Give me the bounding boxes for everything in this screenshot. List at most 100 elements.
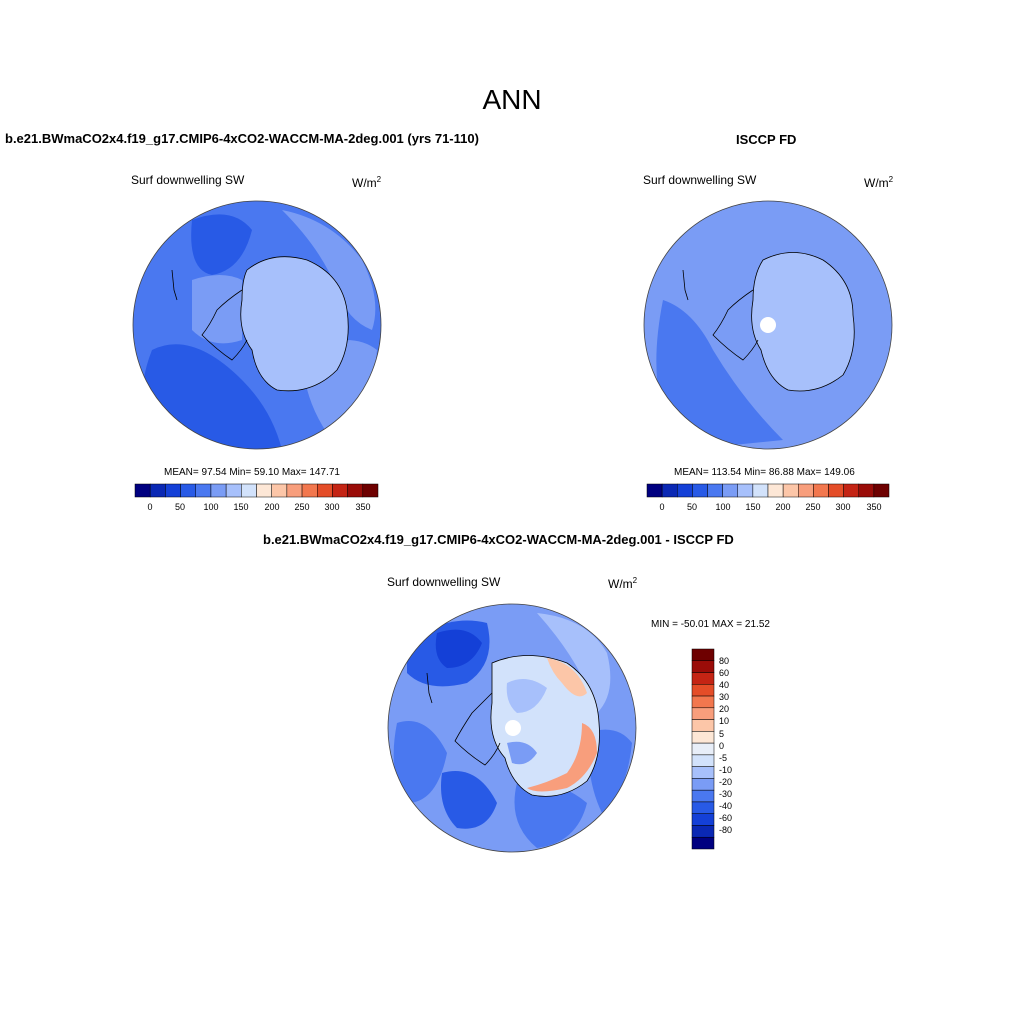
panel-title-obs: ISCCP FD (736, 132, 797, 147)
colorbar-swatch (241, 483, 257, 498)
colorbar-swatch (286, 483, 303, 498)
tick-label: -10 (719, 765, 733, 775)
tick-label: -30 (719, 789, 733, 799)
colorbar-swatch (677, 483, 693, 498)
colorbar-swatch (180, 483, 197, 498)
colorbar-swatch (317, 483, 333, 498)
polar-map-model (132, 200, 382, 450)
colorbar-swatch (843, 483, 860, 498)
tick-label: -5 (719, 753, 728, 763)
tick-label: 150 (233, 502, 249, 512)
tick-label: -60 (719, 813, 733, 823)
tick-label: 5 (719, 729, 725, 739)
colorbar-swatch (782, 483, 799, 498)
tick-label: -20 (719, 777, 733, 787)
colorbar-swatch (798, 483, 814, 498)
colorbar-swatch (767, 483, 784, 498)
colorbar-swatch (661, 483, 678, 498)
colorbar-swatch (691, 825, 715, 838)
colorbar-diff (691, 648, 715, 850)
tick-label: 250 (294, 502, 310, 512)
tick-label: -80 (719, 825, 733, 835)
colorbar-swatch (691, 813, 715, 826)
colorbar-swatch (134, 483, 151, 498)
tick-label: 20 (719, 704, 730, 714)
colorbar-swatch (858, 483, 875, 498)
tick-label: 200 (775, 502, 791, 512)
tick-label: 50 (686, 502, 698, 512)
colorbar-ticks-obs: 0 50 100 150 200 250 300 350 (647, 502, 889, 514)
colorbar-swatch (813, 483, 829, 498)
tick-label: 0 (147, 502, 153, 512)
colorbar-swatch (737, 483, 754, 498)
colorbar-swatch (873, 483, 890, 498)
colorbar-swatch (707, 483, 723, 498)
stats-label-diff: MIN = -50.01 MAX = 21.52 (651, 619, 770, 630)
tick-label: 60 (719, 668, 730, 678)
tick-label: 80 (719, 656, 730, 666)
tick-label: 30 (719, 692, 730, 702)
unit-label-diff: W/m2 (608, 576, 638, 591)
variable-label-diff: Surf downwelling SW (387, 575, 501, 589)
colorbar-swatch (195, 483, 212, 498)
colorbar-swatch (691, 707, 715, 720)
tick-label: 0 (719, 741, 725, 751)
tick-label: 250 (805, 502, 821, 512)
colorbar-swatch (691, 766, 715, 779)
tick-label: 200 (264, 502, 280, 512)
page-title: ANN (482, 84, 542, 115)
colorbar-swatch (225, 483, 242, 498)
colorbar-swatch (165, 483, 181, 498)
colorbar-swatch (691, 836, 715, 850)
colorbar-swatch (691, 648, 715, 662)
colorbar-swatch (828, 483, 844, 498)
tick-label: 350 (866, 502, 882, 512)
polar-map-obs (643, 200, 893, 450)
colorbar-swatch (752, 483, 769, 498)
colorbar-swatch (256, 483, 272, 498)
colorbar-swatch (691, 742, 715, 756)
colorbar-ticks-diff: 80 60 40 30 20 10 5 0 -5 -10 -20 -30 -40… (719, 649, 759, 849)
colorbar-swatch (691, 660, 715, 673)
tick-label: 50 (174, 502, 186, 512)
colorbar-swatch (149, 483, 166, 498)
panel-title-model: b.e21.BWmaCO2x4.f19_g17.CMIP6-4xCO2-WACC… (5, 131, 479, 146)
variable-label-obs: Surf downwelling SW (643, 173, 757, 187)
variable-label-model: Surf downwelling SW (131, 173, 245, 187)
unit-label-obs: W/m2 (864, 175, 894, 190)
colorbar-swatch (691, 778, 715, 791)
tick-label: 300 (324, 502, 340, 512)
colorbar-swatch (210, 483, 227, 498)
tick-label: 150 (745, 502, 761, 512)
colorbar-swatch (691, 789, 715, 803)
unit-label-model: W/m2 (352, 175, 382, 190)
colorbar-swatch (691, 672, 715, 685)
colorbar-swatch (722, 483, 739, 498)
tick-label: 10 (719, 716, 730, 726)
tick-label: 0 (659, 502, 665, 512)
colorbar-obs (646, 483, 890, 498)
tick-label: 100 (715, 502, 731, 512)
colorbar-swatch (691, 754, 715, 767)
colorbar-swatch (271, 483, 288, 498)
polar-map-diff (387, 603, 637, 853)
stats-label-model: MEAN= 97.54 Min= 59.10 Max= 147.71 (164, 467, 340, 478)
colorbar-swatch (301, 483, 318, 498)
colorbar-swatch (691, 731, 715, 744)
colorbar-ticks-model: 0 50 100 150 200 250 300 350 (135, 502, 378, 514)
tick-label: -40 (719, 801, 733, 811)
colorbar-swatch (691, 684, 715, 697)
panel-title-diff: b.e21.BWmaCO2x4.f19_g17.CMIP6-4xCO2-WACC… (263, 532, 734, 547)
colorbar-swatch (692, 483, 708, 498)
tick-label: 40 (719, 680, 730, 690)
colorbar-swatch (691, 695, 715, 709)
stats-label-obs: MEAN= 113.54 Min= 86.88 Max= 149.06 (674, 467, 855, 478)
tick-label: 300 (835, 502, 851, 512)
colorbar-swatch (332, 483, 348, 498)
tick-label: 350 (355, 502, 371, 512)
tick-label: 100 (203, 502, 219, 512)
colorbar-model (134, 483, 379, 498)
colorbar-swatch (691, 801, 715, 814)
colorbar-swatch (691, 719, 715, 732)
colorbar-swatch (646, 483, 663, 498)
